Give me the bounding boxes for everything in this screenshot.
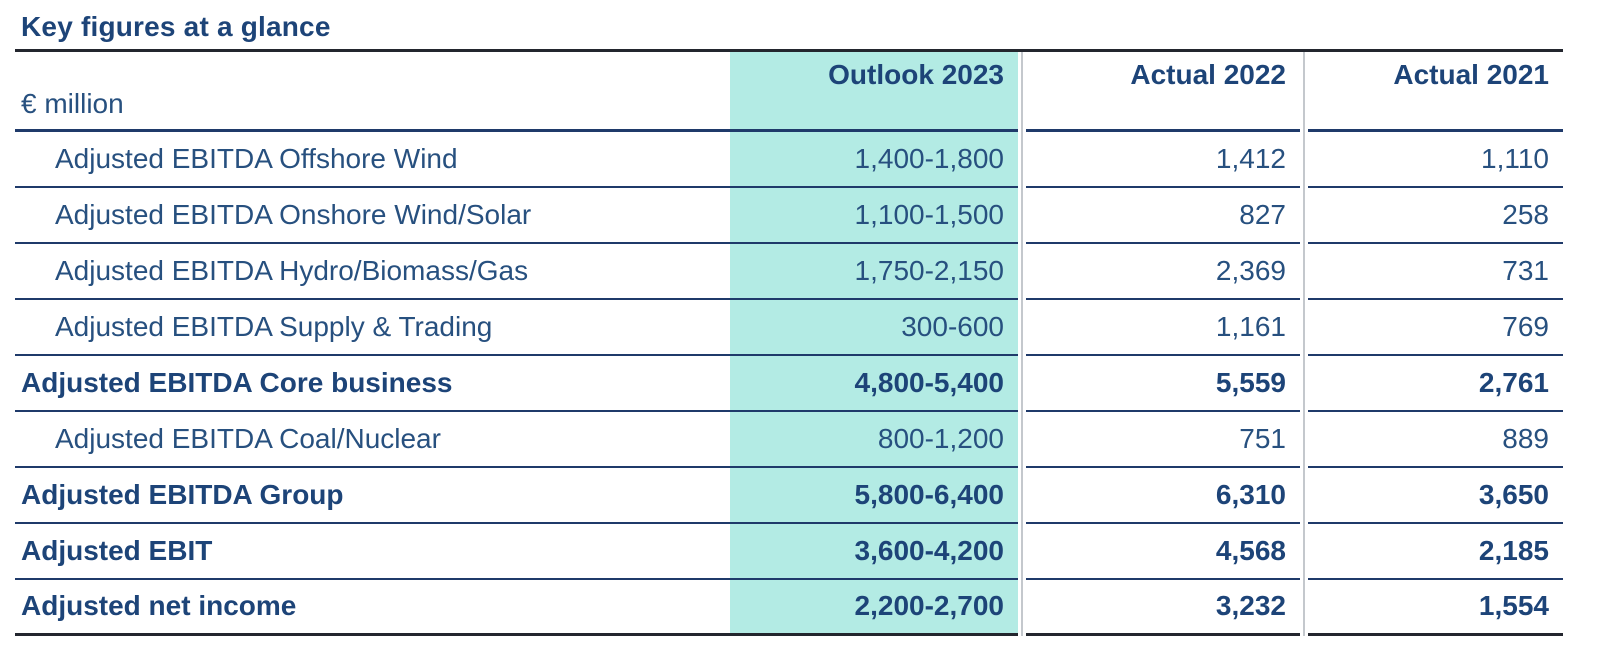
table-row: Adjusted EBITDA Hydro/Biomass/Gas 1,750-2… [15, 243, 1563, 300]
row-label: Adjusted EBITDA Supply & Trading [15, 300, 730, 356]
table-body: Adjusted EBITDA Offshore Wind 1,400-1,800… [15, 131, 1563, 636]
column-divider [1300, 355, 1308, 412]
actual-2021-value: 769 [1308, 300, 1563, 356]
key-figures-table: € million Outlook 2023 Actual 2022 Actua… [15, 48, 1563, 636]
column-divider [1018, 299, 1026, 356]
column-divider [1018, 51, 1026, 132]
column-divider [1300, 187, 1308, 244]
outlook-2023-value: 5,800-6,400 [730, 467, 1018, 524]
actual-2022-value: 1,412 [1026, 132, 1300, 188]
row-label: Adjusted EBITDA Core business [15, 356, 730, 412]
column-divider [1018, 579, 1026, 636]
row-label: Adjusted EBIT [15, 524, 730, 580]
column-divider [1300, 299, 1308, 356]
row-label: Adjusted EBITDA Coal/Nuclear [15, 412, 730, 468]
column-divider [1018, 467, 1026, 524]
column-divider [1300, 411, 1308, 468]
column-header-actual-2021: Actual 2021 [1308, 52, 1563, 132]
table-row: Adjusted EBITDA Offshore Wind 1,400-1,800… [15, 131, 1563, 188]
outlook-2023-value: 1,750-2,150 [730, 243, 1018, 300]
table-row: Adjusted EBITDA Onshore Wind/Solar 1,100-… [15, 187, 1563, 244]
column-divider [1300, 131, 1308, 188]
column-divider [1018, 131, 1026, 188]
column-divider [1300, 467, 1308, 524]
column-divider [1300, 523, 1308, 580]
actual-2022-value: 5,559 [1026, 356, 1300, 412]
actual-2022-value: 751 [1026, 412, 1300, 468]
outlook-2023-value: 300-600 [730, 299, 1018, 356]
row-label: Adjusted EBITDA Group [15, 468, 730, 524]
page-title: Key figures at a glance [21, 11, 331, 42]
table-row: Adjusted net income 2,200-2,700 3,232 1,554 [15, 579, 1563, 636]
actual-2022-value: 6,310 [1026, 468, 1300, 524]
table-row: Adjusted EBITDA Core business 4,800-5,400… [15, 355, 1563, 412]
table-row: Adjusted EBITDA Group 5,800-6,400 6,310 3,6… [15, 467, 1563, 524]
row-label: Adjusted EBITDA Hydro/Biomass/Gas [15, 244, 730, 300]
actual-2022-value: 3,232 [1026, 580, 1300, 636]
row-label: Adjusted net income [15, 580, 730, 636]
actual-2021-value: 2,761 [1308, 356, 1563, 412]
actual-2021-value: 889 [1308, 412, 1563, 468]
actual-2021-value: 1,110 [1308, 132, 1563, 188]
actual-2021-value: 1,554 [1308, 580, 1563, 636]
column-header-outlook-2023: Outlook 2023 [730, 51, 1018, 132]
actual-2021-value: 258 [1308, 188, 1563, 244]
table-row: Adjusted EBIT 3,600-4,200 4,568 2,185 [15, 523, 1563, 580]
actual-2021-value: 731 [1308, 244, 1563, 300]
outlook-2023-value: 3,600-4,200 [730, 523, 1018, 580]
key-figures-panel: Key figures at a glance € million Outloo… [15, 11, 1563, 636]
outlook-2023-value: 800-1,200 [730, 411, 1018, 468]
outlook-2023-value: 1,400-1,800 [730, 131, 1018, 188]
row-label: Adjusted EBITDA Onshore Wind/Solar [15, 188, 730, 244]
column-divider [1300, 51, 1308, 132]
column-header-actual-2022: Actual 2022 [1026, 52, 1300, 132]
table-row: Adjusted EBITDA Supply & Trading 300-600 1… [15, 299, 1563, 356]
column-divider [1018, 187, 1026, 244]
actual-2022-value: 1,161 [1026, 300, 1300, 356]
actual-2021-value: 3,650 [1308, 468, 1563, 524]
actual-2022-value: 827 [1026, 188, 1300, 244]
outlook-2023-value: 1,100-1,500 [730, 187, 1018, 244]
unit-label: € million [15, 52, 730, 132]
actual-2022-value: 4,568 [1026, 524, 1300, 580]
table-header-row: € million Outlook 2023 Actual 2022 Actua… [15, 51, 1563, 132]
column-divider [1018, 523, 1026, 580]
actual-2022-value: 2,369 [1026, 244, 1300, 300]
row-label: Adjusted EBITDA Offshore Wind [15, 132, 730, 188]
column-divider [1018, 243, 1026, 300]
outlook-2023-value: 2,200-2,700 [730, 579, 1018, 636]
column-divider [1300, 579, 1308, 636]
column-divider [1018, 355, 1026, 412]
actual-2021-value: 2,185 [1308, 524, 1563, 580]
table-row: Adjusted EBITDA Coal/Nuclear 800-1,200 751… [15, 411, 1563, 468]
outlook-2023-value: 4,800-5,400 [730, 355, 1018, 412]
column-divider [1300, 243, 1308, 300]
column-divider [1018, 411, 1026, 468]
